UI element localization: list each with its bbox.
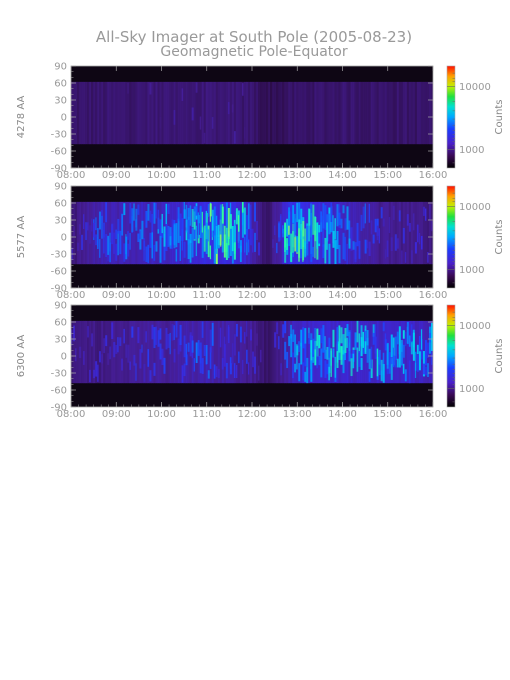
colorbar-tick-label: 10000 (459, 321, 491, 332)
x-tick-label: 12:00 (238, 409, 267, 420)
y-tick-label: 0 (61, 352, 67, 363)
x-tick-label: 15:00 (373, 170, 402, 181)
y-tick-label: -60 (51, 267, 67, 278)
y-tick-label: 60 (54, 318, 67, 329)
x-tick-label: 10:00 (147, 409, 176, 420)
figure-subtitle: Geomagnetic Pole-Equator (160, 44, 347, 60)
colorbar-tick-label: 10000 (459, 82, 491, 93)
x-tick-label: 13:00 (283, 290, 312, 301)
x-tick-label: 13:00 (283, 409, 312, 420)
heatmap-cells (71, 201, 433, 265)
x-tick-label: 09:00 (102, 170, 131, 181)
colorbar-tick-label: 1000 (459, 265, 484, 276)
y-tick-label: 90 (54, 62, 67, 73)
x-tick-label: 11:00 (192, 409, 221, 420)
x-tick-label: 16:00 (419, 170, 448, 181)
y-axis-label: 4278 AA (16, 96, 27, 139)
x-tick-label: 08:00 (57, 170, 86, 181)
x-tick-label: 14:00 (328, 170, 357, 181)
heatmap-cells (71, 81, 433, 145)
x-tick-label: 08:00 (57, 409, 86, 420)
x-tick-label: 14:00 (328, 290, 357, 301)
heatmap-cells (71, 320, 433, 384)
x-tick-label: 09:00 (102, 290, 131, 301)
y-tick-label: 30 (54, 96, 67, 107)
y-tick-label: -30 (51, 369, 67, 380)
colorbar-tick-label: 10000 (459, 202, 491, 213)
y-tick-label: 0 (61, 233, 67, 244)
y-tick-label: -30 (51, 250, 67, 261)
colorbar-label: Counts (494, 339, 505, 374)
x-tick-label: 16:00 (419, 290, 448, 301)
x-tick-label: 13:00 (283, 170, 312, 181)
y-tick-label: -30 (51, 130, 67, 141)
y-tick-label: 30 (54, 216, 67, 227)
y-axis-label: 6300 AA (16, 335, 27, 378)
x-tick-label: 10:00 (147, 290, 176, 301)
x-tick-label: 14:00 (328, 409, 357, 420)
x-tick-label: 12:00 (238, 170, 267, 181)
y-tick-label: -90 (51, 164, 67, 175)
colorbar-gradient (446, 65, 456, 169)
colorbar-tick-label: 1000 (459, 384, 484, 395)
colorbar: 10000 1000 Counts (446, 65, 505, 169)
x-tick-label: 08:00 (57, 290, 86, 301)
colorbar-label: Counts (494, 220, 505, 255)
y-axis-label: 5577 AA (16, 216, 27, 259)
colorbar-label: Counts (494, 100, 505, 135)
y-tick-label: 90 (54, 301, 67, 312)
colorbar: 10000 1000 Counts (446, 304, 505, 408)
y-tick-label: -90 (51, 284, 67, 295)
y-tick-label: -90 (51, 403, 67, 414)
colorbar: 10000 1000 Counts (446, 185, 505, 289)
y-tick-label: 60 (54, 199, 67, 210)
y-tick-label: -60 (51, 147, 67, 158)
y-tick-label: 90 (54, 182, 67, 193)
x-tick-label: 10:00 (147, 170, 176, 181)
x-tick-label: 15:00 (373, 409, 402, 420)
x-tick-label: 11:00 (192, 170, 221, 181)
x-tick-label: 09:00 (102, 409, 131, 420)
colorbar-tick-label: 1000 (459, 145, 484, 156)
colorbar-gradient (446, 185, 456, 289)
y-tick-label: 30 (54, 335, 67, 346)
figure-title: All-Sky Imager at South Pole (2005-08-23… (96, 28, 412, 46)
x-tick-label: 12:00 (238, 290, 267, 301)
x-tick-label: 11:00 (192, 290, 221, 301)
x-tick-label: 15:00 (373, 290, 402, 301)
y-tick-label: -60 (51, 386, 67, 397)
colorbar-gradient (446, 304, 456, 408)
y-tick-label: 0 (61, 113, 67, 124)
y-tick-label: 60 (54, 79, 67, 90)
x-tick-label: 16:00 (419, 409, 448, 420)
